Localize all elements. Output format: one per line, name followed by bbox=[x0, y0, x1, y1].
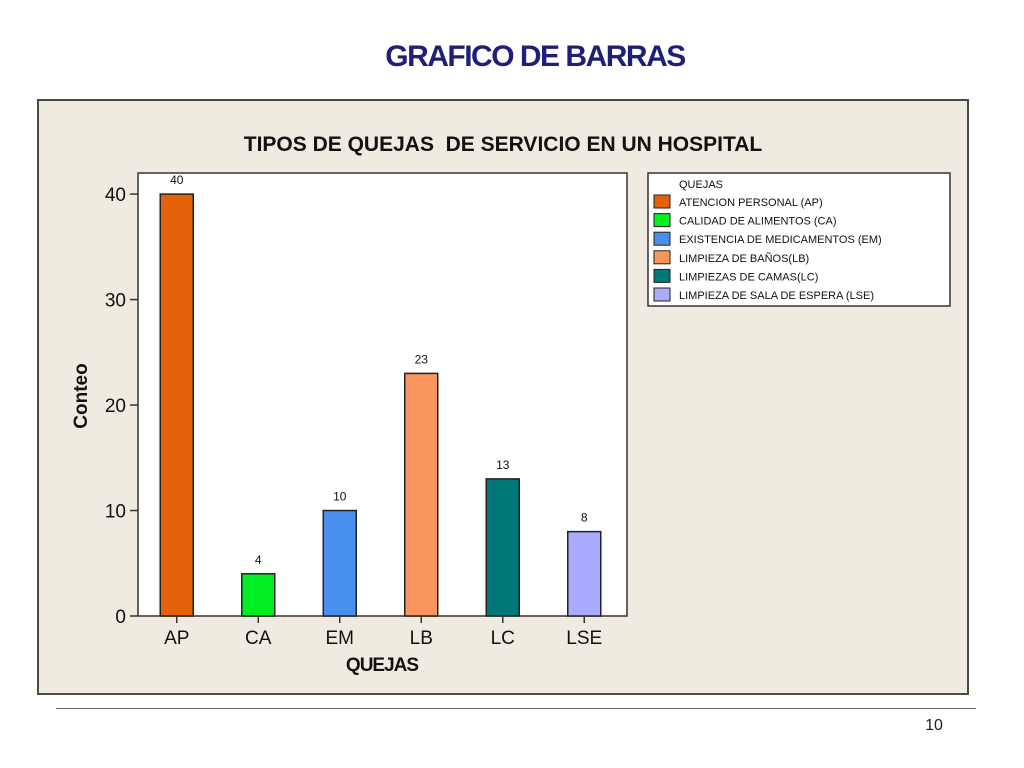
y-axis: 0 10 20 30 40 bbox=[105, 185, 138, 628]
legend-swatch bbox=[653, 213, 671, 228]
x-tick-label: EM bbox=[326, 628, 355, 649]
x-axis: AP CA EM LB LC LSE bbox=[164, 616, 602, 649]
data-label: 10 bbox=[333, 490, 347, 504]
legend-entry-label: ATENCION PERSONAL (AP) bbox=[679, 197, 823, 209]
data-label: 8 bbox=[581, 511, 588, 525]
legend-entry-label: LIMPIEZAS DE CAMAS(LC) bbox=[679, 271, 818, 283]
chart-frame: TIPOS DE QUEJAS DE SERVICIO EN UN HOSPIT… bbox=[37, 99, 969, 695]
y-tick-label: 20 bbox=[105, 396, 126, 417]
y-tick-label: 10 bbox=[105, 502, 126, 523]
bar-ca bbox=[241, 573, 276, 617]
data-label: 23 bbox=[415, 352, 429, 366]
chart-title: TIPOS DE QUEJAS DE SERVICIO EN UN HOSPIT… bbox=[244, 133, 763, 156]
legend-swatch bbox=[653, 194, 671, 209]
footer-line-left bbox=[56, 708, 493, 709]
bars-group: 40 4 10 23 13 8 bbox=[159, 173, 602, 617]
legend-box bbox=[647, 172, 951, 307]
legend-entry-label: CALIDAD DE ALIMENTOS (CA) bbox=[679, 216, 837, 228]
bar-lse bbox=[567, 530, 602, 617]
bar-lb bbox=[404, 372, 439, 617]
legend-entry-label: LIMPIEZA DE BAÑOS(LB) bbox=[679, 252, 809, 265]
x-tick-label: AP bbox=[164, 628, 189, 649]
y-tick-label: 30 bbox=[105, 291, 126, 312]
bar-lc bbox=[485, 478, 520, 617]
y-tick-label: 40 bbox=[105, 185, 126, 206]
y-axis-label: Conteo bbox=[71, 363, 92, 428]
x-tick-label: LB bbox=[410, 628, 433, 649]
data-label: 40 bbox=[170, 173, 184, 187]
legend: QUEJAS ATENCION PERSONAL (AP) CALIDAD DE … bbox=[647, 172, 951, 307]
x-axis-label: QUEJAS bbox=[346, 655, 418, 676]
data-label: 4 bbox=[255, 553, 262, 567]
legend-swatch bbox=[653, 268, 671, 283]
page-number: 10 bbox=[925, 717, 943, 734]
legend-entry-label: EXISTENCIA DE MEDICAMENTOS (EM) bbox=[679, 234, 882, 246]
legend-entry-label: LIMPIEZA DE SALA DE ESPERA (LSE) bbox=[679, 290, 874, 302]
x-tick-label: CA bbox=[245, 628, 272, 649]
legend-swatch bbox=[653, 287, 671, 302]
legend-title: QUEJAS bbox=[679, 179, 723, 191]
y-tick-label: 0 bbox=[115, 607, 126, 628]
slide-title: GRAFICO DE BARRAS bbox=[385, 40, 686, 73]
x-tick-label: LSE bbox=[566, 628, 602, 649]
x-tick-label: LC bbox=[491, 628, 515, 649]
legend-swatch bbox=[653, 231, 671, 246]
bar-ap bbox=[159, 193, 194, 617]
legend-swatch bbox=[653, 250, 671, 265]
data-label: 13 bbox=[496, 458, 510, 472]
footer-line-right bbox=[493, 708, 976, 709]
bar-em bbox=[322, 509, 357, 617]
bar-chart: TIPOS DE QUEJAS DE SERVICIO EN UN HOSPIT… bbox=[71, 133, 951, 676]
plot-area bbox=[137, 172, 628, 617]
